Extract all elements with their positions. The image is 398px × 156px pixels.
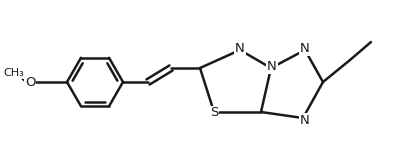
Text: O: O xyxy=(25,76,35,88)
Text: CH₃: CH₃ xyxy=(4,68,24,78)
Text: N: N xyxy=(300,42,310,56)
Text: N: N xyxy=(300,114,310,127)
Text: N: N xyxy=(267,61,277,73)
Text: N: N xyxy=(235,42,245,56)
Text: S: S xyxy=(210,107,218,119)
